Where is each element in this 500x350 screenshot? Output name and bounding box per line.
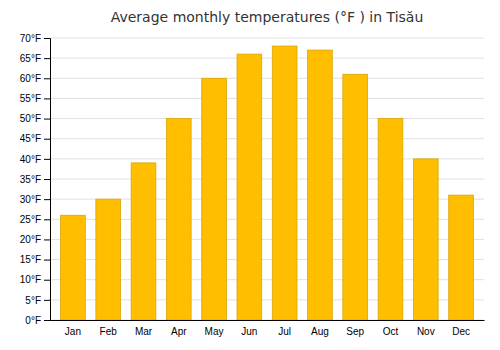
chart-container: 0°F 5°F 10°F 15°F 20°F 25°F 30°F 35°F 40°F 45°F 50… [0, 0, 500, 350]
bar [202, 78, 227, 320]
tick-label: 35°F [20, 174, 41, 185]
tick-label: 60°F [20, 73, 41, 84]
tick: Jan [65, 326, 81, 337]
bar [413, 159, 438, 320]
tick-mark [44, 300, 50, 301]
tick-mark [44, 320, 50, 321]
tick: May [205, 326, 224, 337]
bar [166, 119, 191, 320]
tick-mark [44, 98, 50, 99]
axis-line [51, 320, 485, 321]
tick-label: Jun [241, 326, 257, 337]
tick: 0°F [25, 315, 50, 326]
tick-mark [44, 119, 50, 120]
tick: 5°F [25, 295, 50, 306]
tick: Dec [452, 326, 470, 337]
tick-mark [44, 38, 50, 39]
tick-label: 30°F [20, 194, 41, 205]
tick-label: Nov [417, 326, 435, 337]
grid [50, 38, 484, 320]
tick: Apr [171, 326, 187, 337]
grid-line [50, 98, 484, 99]
tick: 20°F [20, 234, 50, 245]
bar [378, 119, 403, 320]
tick: Aug [311, 326, 329, 337]
tick-label: Mar [135, 326, 153, 337]
bar [449, 195, 474, 320]
tick-mark [44, 280, 50, 281]
tick: Jul [278, 326, 291, 337]
x-axis: Jan Feb Mar Apr May Jun Jul Aug Sep Oct Nov Dec [51, 321, 485, 338]
grid-line [50, 58, 484, 59]
bar [237, 54, 262, 320]
tick-label: Sep [346, 326, 364, 337]
chart-svg: 0°F 5°F 10°F 15°F 20°F 25°F 30°F 35°F 40°F 45°F 50… [0, 0, 500, 350]
tick-label: May [205, 326, 224, 337]
tick-label: 10°F [20, 274, 41, 285]
tick-label: 70°F [20, 33, 41, 44]
tick-mark [44, 78, 50, 79]
tick-label: 0°F [25, 315, 41, 326]
tick-mark [44, 159, 50, 160]
tick: Mar [135, 326, 153, 337]
tick-label: 25°F [20, 214, 41, 225]
title: Average monthly temperatures (°F ) in Ti… [111, 9, 424, 25]
bars [61, 46, 474, 320]
tick-mark [44, 139, 50, 140]
tick-label: 15°F [20, 254, 41, 265]
tick-label: 45°F [20, 133, 41, 144]
tick-label: Jul [278, 326, 291, 337]
tick-mark [44, 239, 50, 240]
tick: Oct [383, 326, 399, 337]
grid-line [50, 118, 484, 119]
tick: Feb [100, 326, 118, 337]
tick: 10°F [20, 274, 50, 285]
tick: 35°F [20, 174, 50, 185]
tick: 30°F [20, 194, 50, 205]
tick-label: 65°F [20, 53, 41, 64]
y-axis: 0°F 5°F 10°F 15°F 20°F 25°F 30°F 35°F 40°F 45°F 50… [20, 33, 51, 326]
bar [96, 199, 121, 320]
axis-line [44, 39, 51, 321]
tick-label: 40°F [20, 154, 41, 165]
tick: 65°F [20, 53, 50, 64]
tick-label: Apr [171, 326, 187, 337]
bar [131, 163, 156, 320]
tick: Nov [417, 326, 435, 337]
tick: 55°F [20, 93, 50, 104]
grid-line [50, 138, 484, 139]
bar [61, 215, 86, 320]
tick: 60°F [20, 73, 50, 84]
tick-label: Dec [452, 326, 470, 337]
tick: 15°F [20, 254, 50, 265]
bar [308, 50, 333, 320]
tick-label: 20°F [20, 234, 41, 245]
tick: 70°F [20, 33, 50, 44]
tick-label: 50°F [20, 113, 41, 124]
tick: 50°F [20, 113, 50, 124]
tick-label: Oct [383, 326, 399, 337]
tick: 25°F [20, 214, 50, 225]
tick: Sep [346, 326, 364, 337]
tick-label: 55°F [20, 93, 41, 104]
tick-label: Feb [100, 326, 118, 337]
tick-label: Aug [311, 326, 329, 337]
bar [272, 46, 297, 320]
tick: 40°F [20, 154, 50, 165]
tick-label: 5°F [25, 295, 41, 306]
tick-mark [44, 219, 50, 220]
bar [343, 74, 368, 320]
tick: Jun [241, 326, 257, 337]
grid-line [50, 78, 484, 79]
tick-mark [44, 179, 50, 180]
tick-mark [44, 58, 50, 59]
tick-label: Jan [65, 326, 81, 337]
tick-mark [44, 199, 50, 200]
grid-line [50, 38, 484, 39]
tick-mark [44, 260, 50, 261]
tick: 45°F [20, 133, 50, 144]
